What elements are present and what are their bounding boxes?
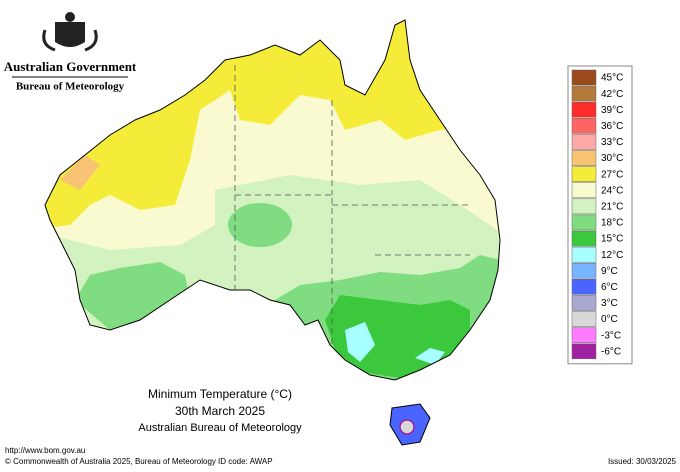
map-source: Australian Bureau of Meteorology bbox=[138, 422, 302, 434]
legend-swatch bbox=[571, 150, 597, 166]
legend-swatch bbox=[571, 246, 597, 263]
footer-url: http://www.bom.gov.au bbox=[5, 446, 85, 455]
legend-label: 15°C bbox=[601, 234, 623, 245]
legend-swatch bbox=[571, 279, 597, 295]
map-title: Minimum Temperature (°C) bbox=[148, 387, 292, 401]
legend-swatch bbox=[571, 262, 597, 279]
tasmania-highland bbox=[399, 419, 415, 435]
footer-issued: Issued: 30/03/2025 bbox=[608, 457, 677, 466]
coastline bbox=[44, 19, 501, 381]
legend-label: 36°C bbox=[601, 121, 623, 132]
legend-label: 9°C bbox=[601, 266, 618, 277]
legend-label: 3°C bbox=[601, 298, 618, 309]
legend-swatch bbox=[571, 295, 597, 311]
legend-label: 33°C bbox=[601, 137, 623, 148]
legend-swatch bbox=[571, 69, 597, 86]
legend-swatch bbox=[571, 198, 597, 215]
legend-swatch bbox=[571, 182, 597, 199]
legend-swatch bbox=[571, 101, 597, 118]
legend-label: 30°C bbox=[601, 153, 623, 164]
legend-swatch bbox=[571, 311, 597, 327]
legend-swatch bbox=[571, 343, 597, 360]
legend-swatch bbox=[571, 214, 597, 231]
legend-label: 24°C bbox=[601, 185, 623, 196]
legend: 45°C 42°C 39°C 36°C 33°C 30°C 27°C 24°C 21°C 18°C… bbox=[567, 65, 633, 365]
legend-label: 27°C bbox=[601, 169, 623, 180]
legend-swatch bbox=[571, 230, 597, 247]
legend-label: 42°C bbox=[601, 89, 623, 100]
legend-swatch bbox=[571, 327, 597, 343]
legend-label: -3°C bbox=[601, 330, 621, 341]
government: Australian Government bbox=[4, 59, 137, 74]
legend-label: -6°C bbox=[601, 346, 621, 357]
legend-label: 0°C bbox=[601, 314, 618, 325]
legend-label: 39°C bbox=[601, 105, 623, 116]
agency: Bureau of Meteorology bbox=[16, 81, 125, 93]
legend-label: 12°C bbox=[601, 250, 623, 261]
footer-id: ID code: AWAP bbox=[218, 457, 273, 466]
legend-swatch bbox=[571, 166, 597, 182]
legend-swatch bbox=[571, 85, 597, 102]
state-borders bbox=[234, 65, 470, 345]
legend-label: 45°C bbox=[601, 73, 623, 84]
legend-label: 21°C bbox=[601, 201, 623, 212]
footer-copyright: © Commonwealth of Australia 2025, Bureau… bbox=[5, 457, 216, 466]
legend-label: 6°C bbox=[601, 282, 618, 293]
legend-swatch bbox=[571, 118, 597, 134]
legend-swatch bbox=[571, 134, 597, 150]
crest bbox=[42, 12, 98, 52]
map-date: 30th March 2025 bbox=[175, 404, 265, 418]
legend-label: 18°C bbox=[601, 218, 623, 229]
